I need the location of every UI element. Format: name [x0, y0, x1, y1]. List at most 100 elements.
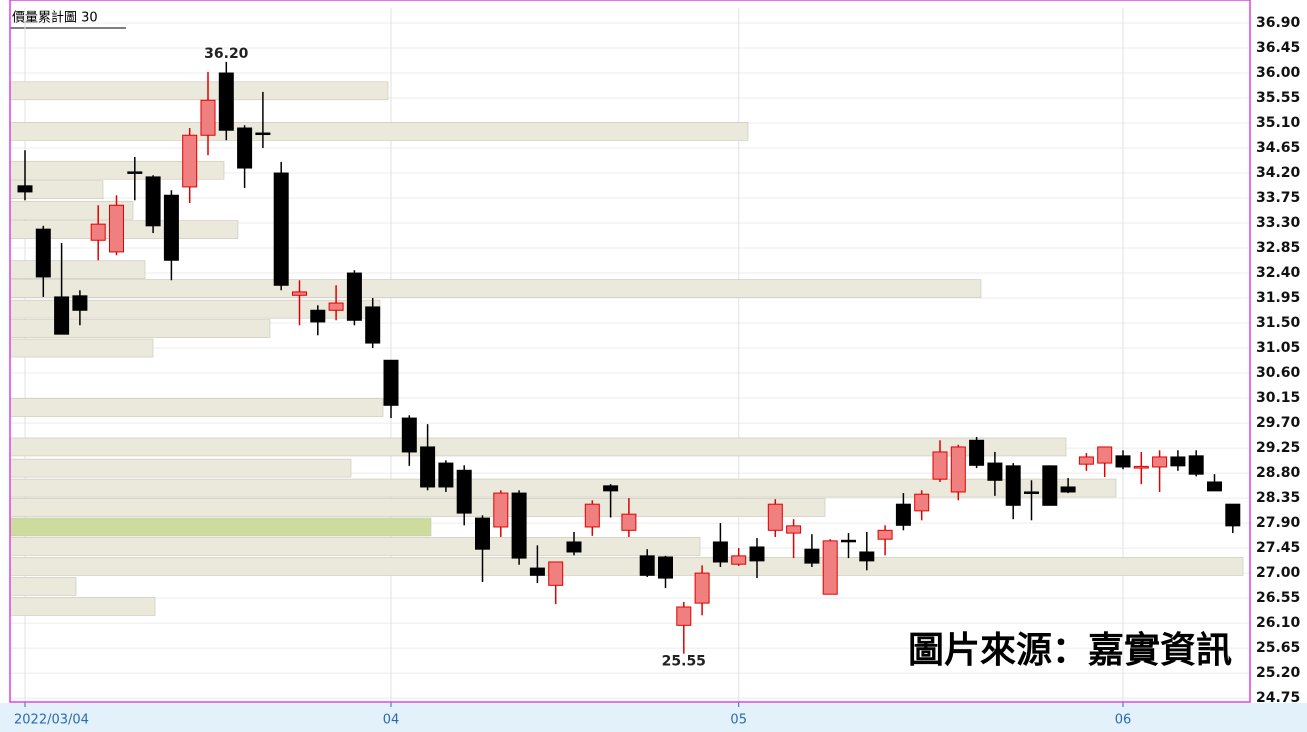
y-tick-label: 26.55 [1256, 590, 1300, 606]
volume-profile-bar [9, 122, 749, 141]
candle-body [456, 469, 472, 514]
candle-body [1060, 486, 1076, 493]
candle-body [383, 359, 399, 406]
y-tick-label: 35.55 [1256, 90, 1300, 106]
candle-body [145, 176, 161, 227]
candle-body [566, 541, 582, 553]
candle-body [895, 503, 911, 526]
candle-body [310, 309, 326, 323]
candle-body [35, 228, 51, 278]
volume-profile-bar [9, 597, 156, 616]
candle-body [786, 525, 802, 534]
candle-body [712, 541, 728, 563]
annotation: 25.55 [662, 654, 706, 670]
candle-body [1024, 491, 1039, 494]
candle-body [731, 555, 747, 565]
y-tick-label: 34.65 [1256, 140, 1300, 156]
y-tick-label: 27.00 [1256, 565, 1301, 581]
volume-profile-bar [9, 338, 154, 358]
candle-body [529, 567, 545, 576]
candle-body [859, 551, 875, 562]
candle-body [676, 606, 692, 626]
x-tick-label: 05 [730, 713, 747, 728]
y-tick-label: 29.70 [1256, 415, 1301, 431]
volume-profile-bar [9, 478, 1117, 498]
y-tick-label: 34.20 [1256, 165, 1301, 181]
candle-body [658, 556, 673, 579]
candle-body [237, 127, 253, 169]
candle-body [1170, 456, 1186, 467]
y-tick-label: 33.75 [1256, 190, 1300, 206]
candle-body [1152, 456, 1168, 468]
y-tick-label: 31.95 [1256, 290, 1300, 306]
candle-body [218, 72, 234, 131]
candle-body [1042, 465, 1058, 506]
candle-body [932, 451, 948, 480]
candle-body [109, 204, 124, 253]
candle-body [438, 462, 454, 488]
candle-body [1207, 481, 1222, 492]
candle-body [841, 539, 856, 543]
y-tick-label: 31.05 [1256, 340, 1300, 356]
y-tick-label: 35.10 [1256, 115, 1301, 131]
chart-title: 價量累計圖 30 [12, 10, 98, 26]
candle-body [822, 540, 838, 595]
candle-body [804, 548, 820, 564]
candle-body [163, 194, 179, 261]
y-tick-label: 36.90 [1256, 15, 1301, 31]
y-tick-label: 31.50 [1256, 315, 1301, 331]
candle-body [127, 171, 143, 174]
volume-profile-bar [9, 517, 432, 537]
candle-body [1133, 465, 1149, 469]
volume-profile-bar [9, 81, 389, 101]
candle-body [1005, 465, 1021, 506]
candle-body [877, 529, 893, 540]
volume-profile-bar [9, 537, 701, 556]
y-tick-label: 36.45 [1256, 40, 1300, 56]
x-axis-band [0, 703, 1307, 732]
candle-body [603, 485, 619, 492]
y-tick-label: 28.35 [1256, 490, 1300, 506]
volume-profile-bar [9, 458, 352, 478]
y-tick-label: 25.20 [1256, 665, 1301, 681]
candle-body [1188, 455, 1204, 475]
watermark: 圖片來源：嘉實資訊 [908, 629, 1232, 671]
candle-body [365, 306, 381, 344]
x-tick-label: 2022/03/04 [14, 713, 89, 728]
x-tick-label: 04 [383, 713, 400, 728]
y-tick-label: 26.10 [1256, 615, 1301, 631]
candle-body [72, 295, 88, 311]
volume-profile-bar [9, 557, 1244, 576]
candle-body [273, 172, 289, 286]
candle-body [200, 99, 216, 136]
candle-body [17, 185, 33, 193]
candle-body [987, 462, 1003, 481]
volume-profile-bar [9, 577, 77, 596]
y-tick-label: 27.45 [1256, 540, 1300, 556]
candle-body [1115, 455, 1131, 468]
y-tick-label: 30.60 [1256, 365, 1301, 381]
y-tick-label: 32.40 [1256, 265, 1301, 281]
y-tick-label: 36.00 [1256, 65, 1301, 81]
candle-body [950, 446, 966, 493]
candle-body [475, 517, 490, 550]
volume-profile-bar [9, 279, 982, 298]
candle-body [182, 134, 198, 188]
annotation: 36.20 [204, 46, 249, 62]
volume-profile-bar [9, 260, 146, 280]
candle-body [493, 492, 509, 528]
candle-body [90, 223, 106, 241]
y-tick-label: 28.80 [1256, 465, 1301, 481]
volume-profile-bar [9, 319, 271, 338]
candle-body [584, 503, 600, 528]
candle-body [346, 272, 362, 321]
y-tick-label: 32.85 [1256, 240, 1300, 256]
y-tick-label: 29.25 [1256, 440, 1300, 456]
candle-body [511, 492, 527, 559]
candle-body [548, 561, 564, 586]
volume-profile-bar [9, 498, 826, 517]
candle-body [749, 546, 765, 562]
candle-body [1078, 456, 1094, 465]
x-tick-label: 06 [1115, 713, 1132, 728]
